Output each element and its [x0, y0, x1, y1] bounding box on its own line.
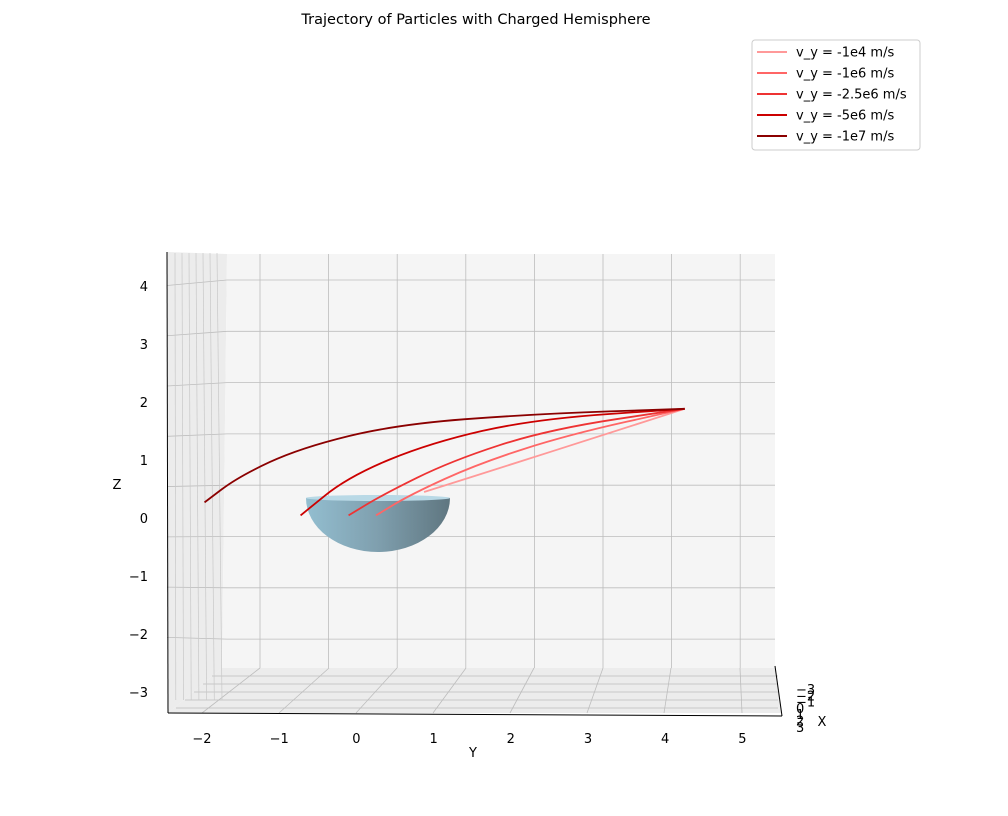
x-tick-label: −1: [796, 696, 815, 711]
chart-title: Trajectory of Particles with Charged Hem…: [300, 12, 650, 28]
trajectory-line-5: [203, 407, 685, 504]
y-tick-label: 4: [661, 732, 669, 747]
x-axis-label: X: [818, 715, 827, 730]
x-tick-label: −2: [796, 689, 815, 704]
legend-label: v_y = -1e7 m/s: [796, 130, 894, 145]
y-axis-label: Y: [468, 746, 477, 761]
legend-label: v_y = -2.5e6 m/s: [796, 88, 907, 103]
back-pane: [222, 254, 775, 668]
grid-line-floor: [278, 667, 330, 714]
x-tick-label: 2: [796, 715, 804, 730]
x-tick-label: 0: [796, 702, 804, 717]
grid-line-floor: [201, 667, 261, 714]
floor-pane: [168, 668, 782, 713]
z-tick-label: 1: [140, 454, 148, 469]
legend-label: v_y = -1e4 m/s: [796, 46, 894, 61]
y-tick-label: 3: [584, 732, 592, 747]
grid-line-depth: [209, 252, 215, 701]
z-tick-label: 3: [140, 338, 148, 353]
trajectory-lines: [203, 407, 685, 517]
grid-line-floor: [739, 667, 743, 714]
axes-panes: [167, 252, 782, 713]
grid-line-floor: [432, 667, 467, 714]
z-axis-spine: [166, 251, 169, 714]
gridlines: [166, 251, 783, 717]
z-tick-label: 2: [140, 396, 148, 411]
grid-line-depth: [181, 252, 184, 701]
x-tick-label: 1: [796, 708, 804, 723]
y-tick-label: 1: [429, 732, 437, 747]
trajectory-line-1: [423, 407, 685, 493]
grid-line-depth: [188, 252, 192, 701]
grid-line-depth: [202, 252, 207, 701]
z-tick-label: 4: [140, 280, 148, 295]
left-pane: [167, 252, 227, 713]
legend-label: v_y = -1e6 m/s: [796, 67, 894, 82]
z-tick-label: −2: [129, 628, 148, 643]
grid-line-z-side: [166, 636, 228, 640]
y-axis-spine: [167, 712, 783, 717]
grid-line-floor: [355, 667, 398, 714]
trajectory-line-4: [299, 407, 685, 517]
legend: v_y = -1e4 m/s v_y = -1e6 m/s v_y = -2.5e6…: [751, 39, 921, 151]
z-tick-label: −1: [129, 570, 148, 585]
z-tick-label: 0: [140, 512, 148, 527]
y-tick-label: −1: [270, 732, 289, 747]
hemisphere-body: [306, 498, 450, 552]
grid-line-depth: [195, 252, 200, 701]
x-axis-spine: [774, 665, 783, 717]
grid-line-depth: [174, 252, 177, 701]
legend-frame: [751, 39, 921, 151]
y-tick-label: 2: [507, 732, 515, 747]
z-axis-label: Z: [113, 478, 122, 493]
grid-line-floor: [663, 667, 672, 714]
grid-line-z-side: [166, 330, 228, 337]
grid-line-z-side: [166, 586, 228, 589]
x-tick-label: 3: [796, 721, 804, 736]
y-tick-label: 5: [738, 732, 746, 747]
y-tick-label: −2: [192, 732, 211, 747]
grid-line-floor: [586, 667, 604, 714]
grid-line-floor: [509, 667, 535, 714]
grid-line-depth: [216, 252, 223, 701]
z-tick-label: −3: [129, 686, 148, 701]
x-tick-label: −3: [796, 683, 815, 698]
legend-label: v_y = -5e6 m/s: [796, 109, 894, 124]
y-tick-label: 0: [352, 732, 360, 747]
trajectory-line-2: [375, 407, 685, 517]
trajectory-line-3: [348, 407, 685, 517]
grid-line-z-side: [166, 484, 228, 487]
